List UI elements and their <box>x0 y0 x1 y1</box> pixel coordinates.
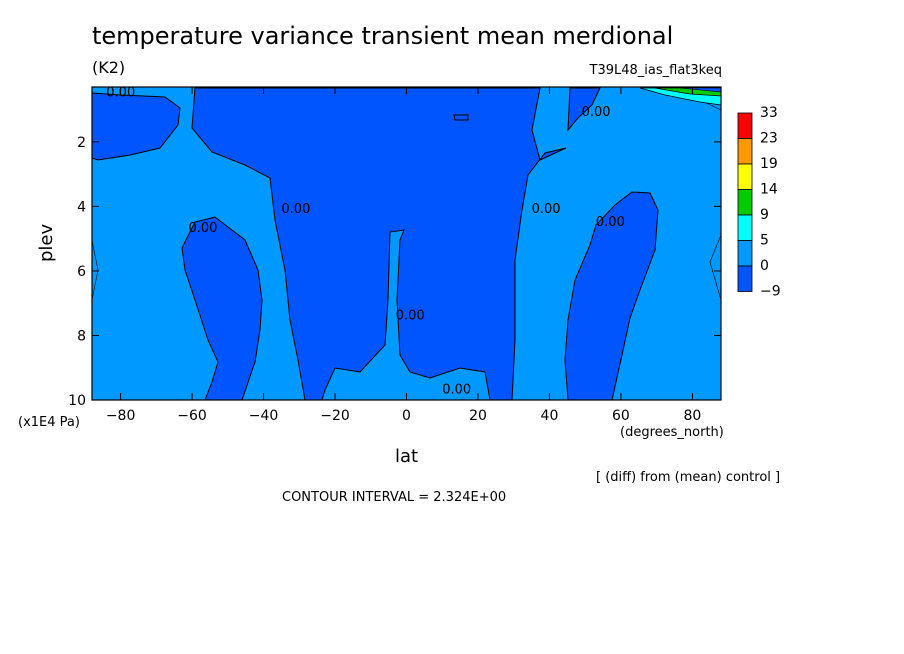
colorbar-swatch <box>737 265 753 292</box>
x-axis-units: (degrees_north) <box>620 425 724 440</box>
x-tick-label: 60 <box>612 408 630 424</box>
colorbar-swatch <box>737 240 753 267</box>
x-axis-label: lat <box>395 446 419 467</box>
colorbar-label: −9 <box>760 284 781 300</box>
colorbar-label: 19 <box>760 156 778 172</box>
y-tick-label: 8 <box>77 328 86 344</box>
colorbar: 33 23 19 14 9 5 0 −9 <box>737 105 781 300</box>
colorbar-label: 0 <box>760 258 769 274</box>
x-tick-label: 0 <box>402 408 411 424</box>
x-tick-label: 80 <box>683 408 701 424</box>
contour-label: 0.00 <box>396 308 425 323</box>
y-tick-label: 10 <box>68 393 86 409</box>
diff-note: [ (diff) from (mean) control ] <box>596 470 781 485</box>
contour-label: 0.00 <box>532 202 561 217</box>
contour-labels: 0.000.000.000.000.000.000.000.00 <box>106 86 625 398</box>
colorbar-swatch <box>737 189 753 216</box>
chart-title: temperature variance transient mean merd… <box>92 22 674 50</box>
colorbar-swatch <box>737 138 753 165</box>
x-tick-label: −20 <box>320 408 350 424</box>
dataset-label: T39L48_ias_flat3keq <box>589 63 722 78</box>
colorbar-label: 5 <box>760 233 769 249</box>
colorbar-swatch <box>737 163 753 190</box>
colorbar-label: 9 <box>760 207 769 223</box>
contour-label: 0.00 <box>582 105 611 120</box>
contour-label: 0.00 <box>442 383 471 398</box>
x-tick-label: −60 <box>177 408 207 424</box>
colorbar-swatch <box>737 214 753 241</box>
colorbar-swatch <box>737 112 753 139</box>
x-axis: −80 −60 −40 −20 0 20 40 60 80 <box>106 87 701 424</box>
colorbar-label: 14 <box>760 182 778 198</box>
contour-interval: CONTOUR INTERVAL = 2.324E+00 <box>282 490 507 505</box>
colorbar-label: 23 <box>760 131 778 147</box>
contour-label: 0.00 <box>596 215 625 230</box>
y-axis-units: (x1E4 Pa) <box>18 415 80 430</box>
y-tick-label: 4 <box>77 199 86 215</box>
x-tick-label: −80 <box>106 408 136 424</box>
colorbar-label: 33 <box>760 105 778 121</box>
negative-regions <box>91 87 659 401</box>
y-tick-label: 2 <box>77 135 86 151</box>
x-tick-label: −40 <box>249 408 279 424</box>
y-axis: 2 4 6 8 10 <box>68 135 721 409</box>
y-tick-label: 6 <box>77 264 86 280</box>
contour-label: 0.00 <box>188 221 217 236</box>
top-right-warm-band <box>639 87 722 106</box>
contour-label: 0.00 <box>281 202 310 217</box>
x-tick-label: 20 <box>469 408 487 424</box>
chart-units: (K2) <box>92 58 126 77</box>
x-tick-label: 40 <box>541 408 559 424</box>
